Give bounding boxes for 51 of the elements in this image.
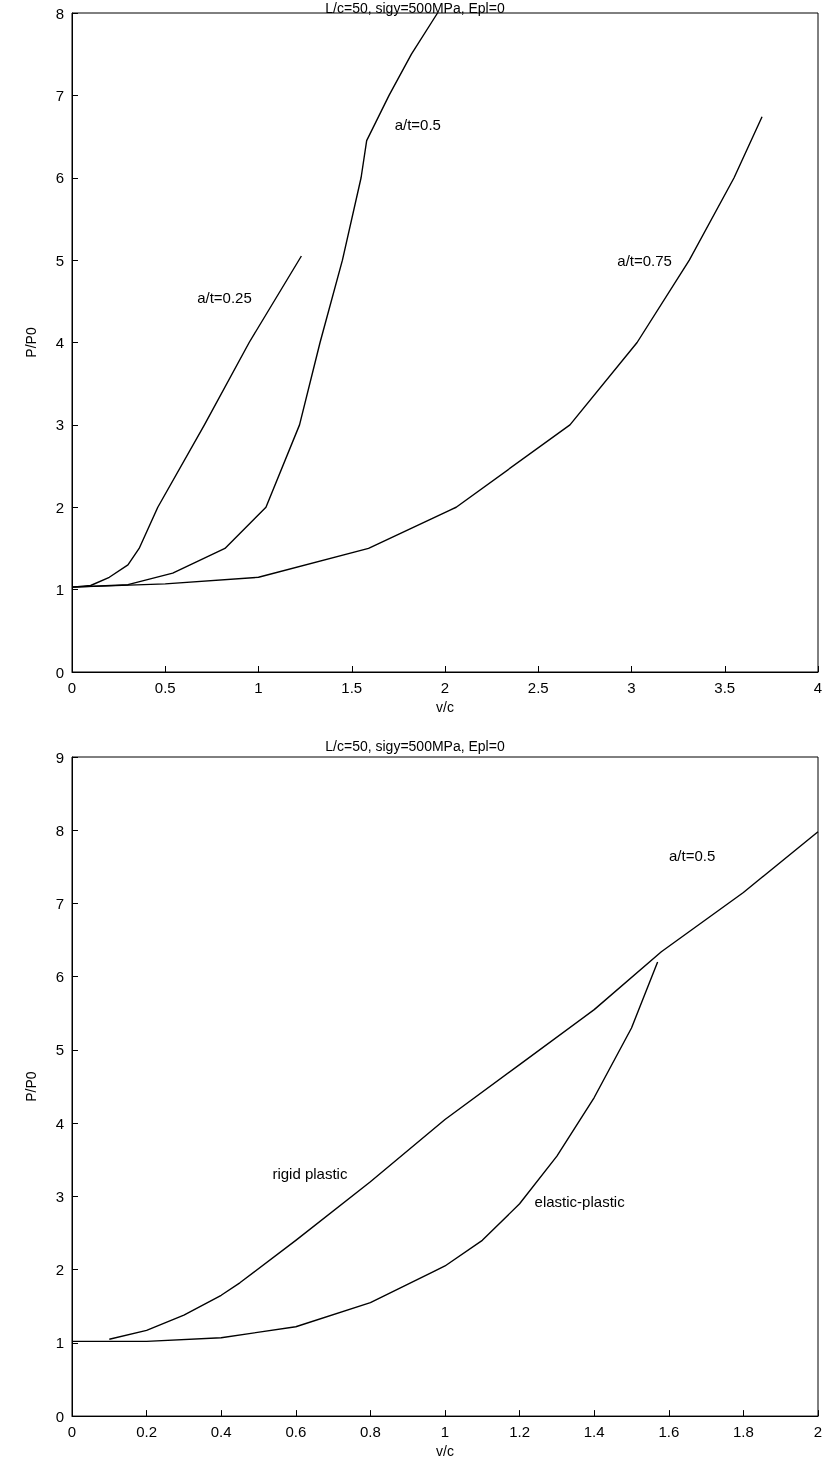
- x-tick-label: 1.6: [658, 1423, 680, 1441]
- series-label: a/t=0.75: [617, 251, 672, 269]
- y-tick-label: 8: [55, 4, 64, 22]
- y-axis-title: P/P0: [23, 1071, 39, 1102]
- series-label: a/t=0.5: [394, 116, 441, 134]
- x-tick-label: 3: [627, 679, 636, 696]
- y-tick-label: 0: [55, 1407, 64, 1425]
- y-tick-label: 4: [55, 1114, 64, 1132]
- y-tick-label: 3: [55, 416, 64, 434]
- y-tick-label: 8: [55, 821, 64, 839]
- y-tick-label: 2: [55, 1261, 64, 1279]
- y-tick-label: 0: [55, 663, 64, 681]
- x-tick-label: 0.4: [210, 1423, 232, 1441]
- x-tick-label: 1.8: [732, 1423, 754, 1441]
- y-tick-label: 1: [55, 581, 64, 599]
- x-tick-label: 1.2: [509, 1423, 531, 1441]
- series-label: elastic-plastic: [534, 1193, 626, 1211]
- y-tick-label: 3: [55, 1187, 64, 1205]
- y-tick-label: 4: [55, 334, 64, 351]
- series-label: rigid plastic: [272, 1165, 348, 1183]
- y-tick-label: 2: [55, 498, 64, 516]
- x-tick-label: 2: [440, 679, 450, 696]
- annotation: a/t=0.5: [669, 846, 716, 864]
- y-tick-label: 9: [55, 748, 64, 766]
- x-tick-label: 3.5: [714, 679, 736, 696]
- y-tick-label: 1: [55, 1334, 64, 1352]
- x-tick-label: 2: [813, 1423, 823, 1441]
- x-tick-label: 1: [254, 679, 263, 696]
- y-tick-label: 6: [55, 968, 64, 986]
- chart-title: L/c=50, sigy=500MPa, Epl=0: [325, 0, 505, 16]
- y-tick-label: 6: [55, 169, 64, 187]
- x-tick-label: 1.4: [583, 1423, 605, 1441]
- x-tick-label: 0.8: [359, 1423, 381, 1441]
- y-tick-label: 5: [55, 251, 64, 269]
- x-tick-label: 0: [67, 679, 77, 696]
- x-tick-label: 1: [440, 1423, 450, 1441]
- x-axis-title: v/c: [436, 1443, 454, 1459]
- y-tick-label: 7: [55, 894, 64, 912]
- x-tick-label: 0.5: [154, 679, 176, 696]
- x-tick-label: 4: [813, 679, 823, 696]
- x-tick-label: 0.2: [136, 1423, 158, 1441]
- x-axis-title: v/c: [436, 698, 454, 715]
- series-label: a/t=0.25: [197, 289, 252, 306]
- chart-title: L/c=50, sigy=500MPa, Epl=0: [325, 738, 505, 754]
- x-tick-label: 0: [67, 1423, 77, 1441]
- y-axis-title: P/P0: [23, 327, 39, 358]
- x-tick-label: 1.5: [341, 679, 363, 696]
- y-tick-label: 7: [55, 86, 64, 104]
- x-tick-label: 0.6: [285, 1423, 307, 1441]
- y-tick-label: 5: [55, 1041, 64, 1059]
- x-tick-label: 2.5: [527, 679, 549, 696]
